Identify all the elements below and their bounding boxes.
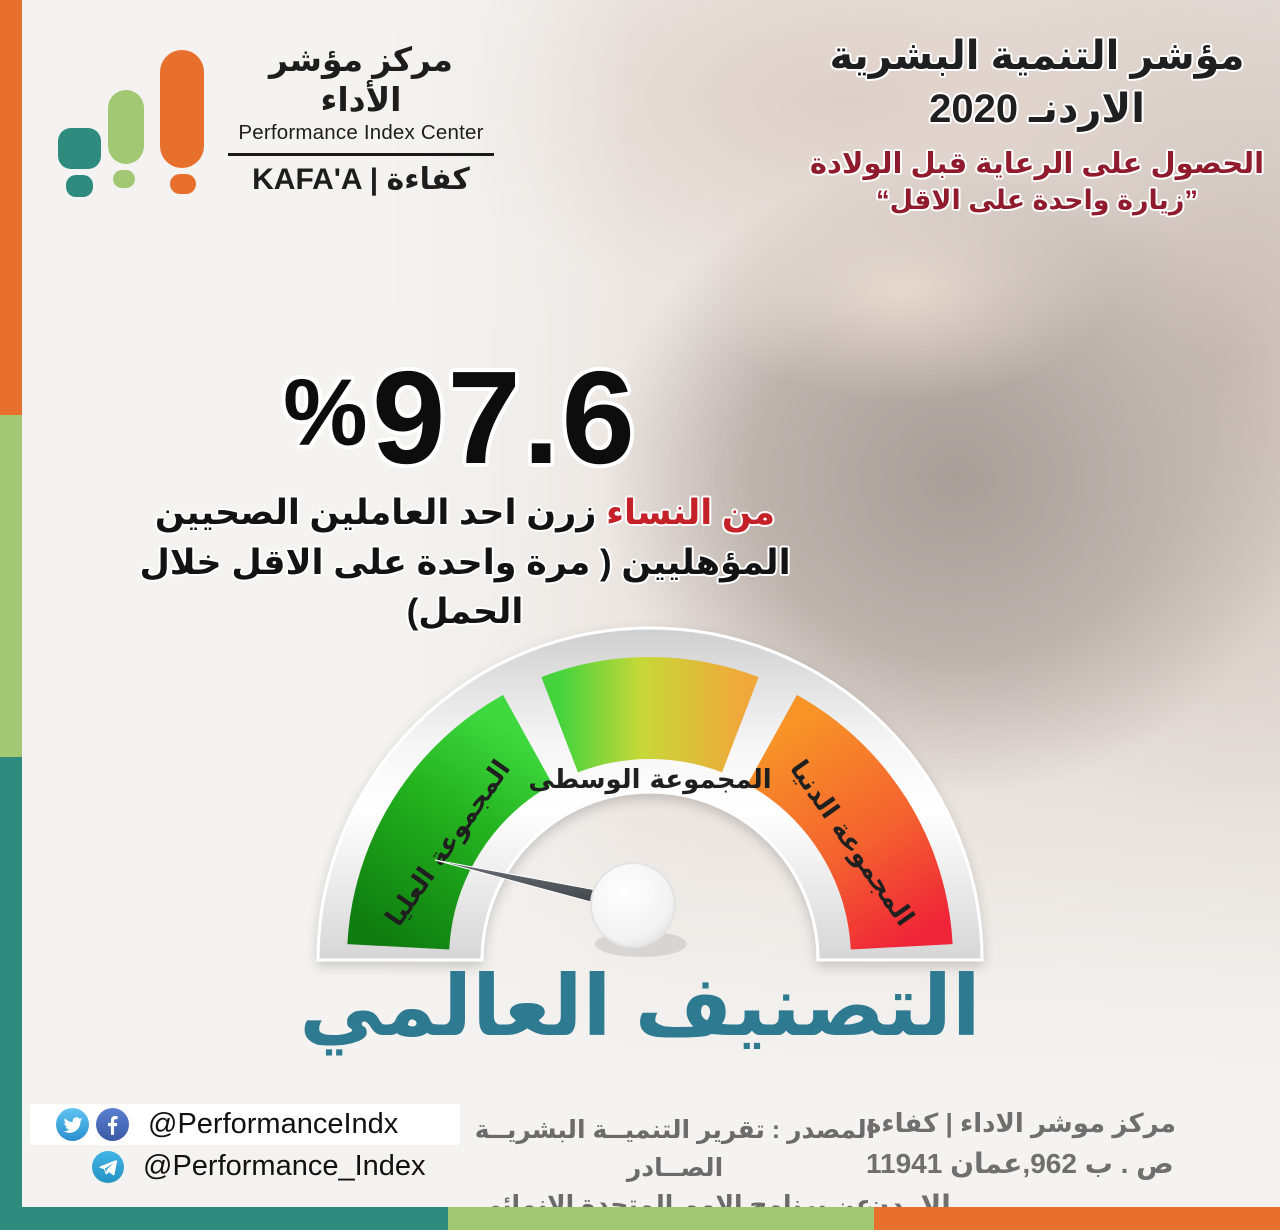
twitter-icon[interactable] xyxy=(56,1108,89,1141)
logo-title-arabic: مركز مؤشر الأداء xyxy=(269,41,453,118)
stat-value-row: % 97.6 xyxy=(170,342,750,493)
gauge-zone-middle xyxy=(541,656,759,773)
social-row-performance-index[interactable]: @Performance_Index xyxy=(30,1150,460,1183)
gauge-zone-lower xyxy=(746,695,953,951)
footer-strip-orange xyxy=(874,1207,1280,1230)
logo-bar-green xyxy=(108,90,144,164)
logo-bar-teal xyxy=(58,128,101,169)
left-edge-green-segment xyxy=(0,415,22,757)
indicator-name: الحصول على الرعاية قبل الولادة xyxy=(809,147,1265,180)
social-handle-1[interactable]: @PerformanceIndx xyxy=(148,1108,399,1140)
stat-description: من النساء زرن احد العاملين الصحيين المؤه… xyxy=(100,488,830,637)
gauge-hub xyxy=(590,862,676,948)
report-header: مؤشر التنمية البشرية الاردنـ 2020 الحصول… xyxy=(802,30,1272,218)
gauge-svg: المجموعة العليا المجموعة الوسطى المجموعة… xyxy=(316,626,984,962)
social-handle-2[interactable]: @Performance_Index xyxy=(143,1150,426,1182)
gauge-label-middle: المجموعة الوسطى xyxy=(528,765,771,795)
logo-brand-name: KAFA'A | كفاءة xyxy=(252,163,470,197)
world-ranking-gauge: المجموعة العليا المجموعة الوسطى المجموعة… xyxy=(295,610,1005,988)
logo-dot-orange xyxy=(170,174,196,194)
social-handles: @PerformanceIndx @Performance_Index xyxy=(30,1104,460,1183)
footer-strip-teal xyxy=(0,1207,448,1230)
left-edge-bar xyxy=(0,0,22,1230)
logo-title-english: Performance Index Center xyxy=(238,121,484,145)
facebook-icon[interactable] xyxy=(96,1108,129,1141)
stat-description-rest: زرن احد العاملين الصحيين xyxy=(154,493,607,532)
left-edge-orange-segment xyxy=(0,0,22,415)
stat-description-line2: المؤهليين ( مرة واحدة على الاقل خلال الح… xyxy=(139,542,791,632)
stat-value: 97.6 xyxy=(372,344,637,491)
stat-description-highlight: من النساء xyxy=(606,493,776,532)
footer-color-strip xyxy=(0,1207,1280,1230)
footer-strip-green xyxy=(448,1207,874,1230)
left-edge-teal-segment xyxy=(0,757,22,1230)
logo-dot-green xyxy=(113,170,135,188)
logo-dot-teal xyxy=(66,175,93,197)
kafaa-logo-icon xyxy=(58,48,218,198)
logo-bar-orange xyxy=(160,50,204,168)
social-row-performanceindx[interactable]: @PerformanceIndx xyxy=(30,1104,460,1145)
report-title-line1: مؤشر التنمية البشرية xyxy=(829,34,1245,78)
logo-text-block: مركز مؤشر الأداء Performance Index Cente… xyxy=(228,40,494,197)
percent-symbol: % xyxy=(283,360,368,466)
telegram-icon[interactable] xyxy=(92,1150,124,1183)
ranking-section-title: التصنيف العالمي xyxy=(299,959,981,1053)
gauge-zone-upper xyxy=(347,695,554,951)
indicator-subtitle: ”زيارة واحدة على الاقل“ xyxy=(876,185,1198,216)
logo-divider xyxy=(228,153,494,157)
report-title-line2: الاردنـ 2020 xyxy=(929,86,1145,131)
org-name: مركز موشر الاداء | كفاءة xyxy=(866,1108,1176,1138)
source-line1: المصدر : تقرير التنميــة البشريــة الصــ… xyxy=(474,1116,876,1182)
org-contact: مركز موشر الاداء | كفاءة ص . ب 962,عمان … xyxy=(866,1104,1266,1227)
